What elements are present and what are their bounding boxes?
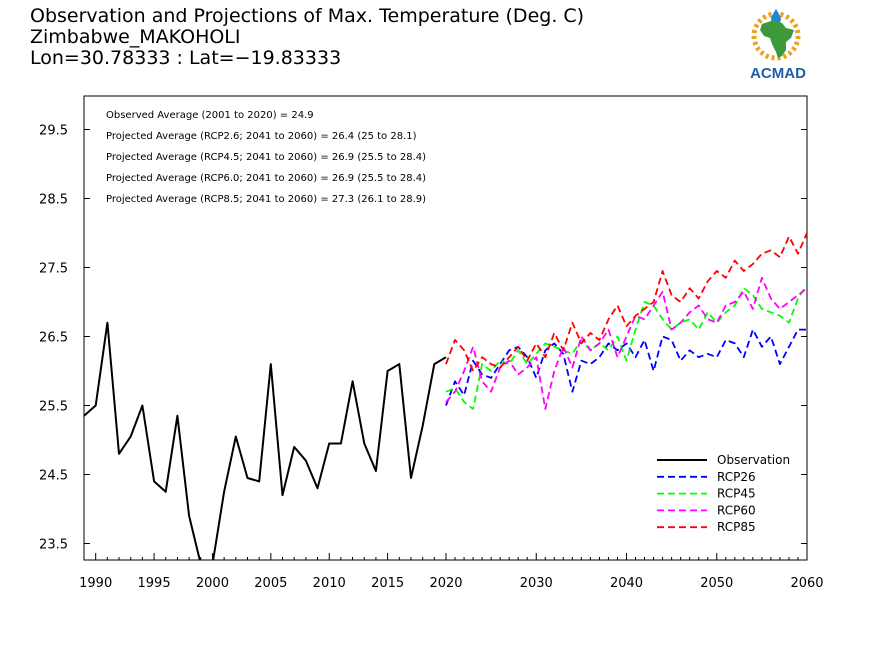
chart-title-block: Observation and Projections of Max. Temp…: [30, 6, 584, 69]
legend-label: RCP45: [717, 487, 756, 501]
y-tick-label: 25.5: [39, 400, 68, 415]
x-tick-label: 2010: [313, 576, 346, 591]
x-tick-label: 2000: [196, 576, 229, 591]
x-tick-label: 1990: [79, 576, 112, 591]
y-tick-label: 23.5: [39, 538, 68, 553]
y-tick-label: 28.5: [39, 193, 68, 208]
y-tick-label: 29.5: [39, 124, 68, 139]
average-annotation: Projected Average (RCP6.0; 2041 to 2060)…: [106, 173, 426, 184]
series-line-rcp85: [445, 232, 807, 372]
x-tick-label: 2015: [371, 576, 404, 591]
legend-label: RCP26: [717, 470, 756, 484]
y-tick-label: 27.5: [39, 262, 68, 277]
legend-label: Observation: [717, 453, 790, 467]
x-tick-label: 2060: [790, 576, 823, 591]
acmad-logo: ACMAD: [750, 9, 806, 82]
x-tick-label: 2030: [520, 576, 553, 591]
average-annotation: Projected Average (RCP8.5; 2041 to 2060)…: [106, 194, 426, 205]
legend-label: RCP85: [717, 520, 756, 534]
x-tick-label: 2020: [429, 576, 462, 591]
chart-title: Observation and Projections of Max. Temp…: [30, 5, 585, 27]
y-tick-label: 26.5: [39, 331, 68, 346]
y-tick-label: 24.5: [39, 469, 68, 484]
average-annotation: Projected Average (RCP4.5; 2041 to 2060)…: [106, 152, 426, 163]
series-line-rcp26: [445, 328, 807, 406]
station-coordinates: Lon=30.78333 : Lat=−19.83333: [30, 47, 342, 69]
station-name: Zimbabwe_MAKOHOLI: [30, 26, 241, 48]
series-line-rcp60: [445, 276, 807, 410]
series-line-observation: [84, 321, 447, 560]
legend-label: RCP60: [717, 503, 756, 517]
logo-text: ACMAD: [750, 65, 806, 82]
series-group: [84, 232, 807, 560]
x-tick-label: 2050: [700, 576, 733, 591]
africa-map-icon: [760, 20, 794, 58]
x-tick-label: 2040: [610, 576, 643, 591]
series-line-rcp45: [445, 284, 807, 410]
x-tick-label: 2005: [254, 576, 287, 591]
x-tick-label: 1995: [138, 576, 171, 591]
average-annotation: Observed Average (2001 to 2020) = 24.9: [106, 110, 314, 121]
average-annotation: Projected Average (RCP2.6; 2041 to 2060)…: [106, 131, 417, 142]
